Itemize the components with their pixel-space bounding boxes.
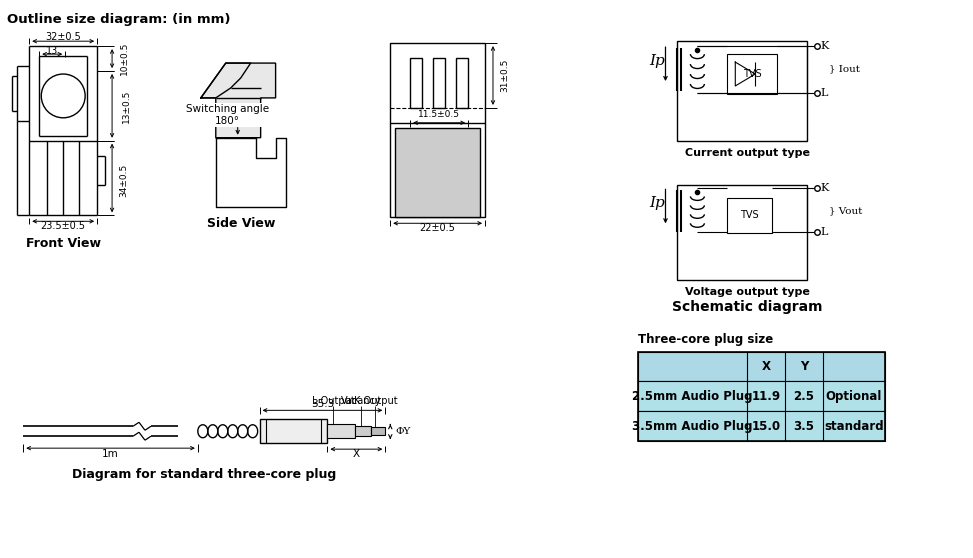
- Text: L: L: [820, 227, 827, 237]
- Text: 13±0.5: 13±0.5: [122, 89, 130, 123]
- Text: X: X: [353, 449, 360, 459]
- Bar: [390, 43, 485, 217]
- Text: } Vout: } Vout: [829, 206, 862, 215]
- Text: Ip: Ip: [650, 196, 666, 210]
- Bar: [677, 185, 807, 280]
- Bar: [677, 41, 807, 141]
- Text: Ip: Ip: [650, 54, 666, 68]
- Text: Schematic diagram: Schematic diagram: [672, 300, 822, 314]
- Text: Current output type: Current output type: [685, 148, 810, 158]
- Bar: [637, 352, 884, 382]
- Text: K: K: [820, 184, 828, 194]
- Bar: [433, 58, 445, 108]
- Text: standard: standard: [824, 420, 883, 433]
- Text: K: K: [820, 41, 828, 51]
- Text: } Iout: } Iout: [829, 65, 860, 74]
- Text: 35.3: 35.3: [310, 400, 334, 410]
- Text: K Output: K Output: [353, 396, 397, 406]
- Text: Outline size diagram: (in mm): Outline size diagram: (in mm): [8, 13, 231, 26]
- Text: TVS: TVS: [739, 210, 759, 220]
- Bar: [355, 426, 372, 436]
- Text: 3.5: 3.5: [794, 420, 814, 433]
- Text: ΦY: ΦY: [395, 427, 411, 436]
- Text: 2.5: 2.5: [794, 390, 814, 403]
- Text: 15.0: 15.0: [751, 420, 780, 433]
- Text: 10±0.5: 10±0.5: [120, 41, 128, 75]
- Bar: [456, 58, 468, 108]
- Bar: [637, 382, 884, 411]
- Text: 2.5mm Audio Plug: 2.5mm Audio Plug: [632, 390, 753, 403]
- Text: TVS: TVS: [743, 69, 762, 79]
- Bar: [637, 352, 884, 441]
- Text: 31±0.5: 31±0.5: [500, 59, 510, 92]
- Text: Y: Y: [800, 360, 809, 373]
- Text: 34±0.5: 34±0.5: [120, 164, 128, 197]
- Bar: [727, 54, 777, 94]
- Text: L Output: L Output: [312, 396, 355, 406]
- Text: Switching angle
180°: Switching angle 180°: [186, 104, 270, 126]
- Text: Front View: Front View: [25, 237, 101, 250]
- Text: 13: 13: [46, 46, 58, 56]
- Bar: [372, 427, 385, 435]
- Text: 3.5mm Audio Plug: 3.5mm Audio Plug: [632, 420, 753, 433]
- Text: L: L: [820, 88, 827, 98]
- Text: 32±0.5: 32±0.5: [46, 32, 81, 42]
- Bar: [727, 199, 773, 233]
- Polygon shape: [200, 63, 275, 138]
- Bar: [395, 128, 480, 217]
- Bar: [411, 58, 422, 108]
- Text: Vacancy: Vacancy: [342, 396, 381, 406]
- Text: Three-core plug size: Three-core plug size: [637, 333, 773, 345]
- Bar: [637, 411, 884, 441]
- Text: X: X: [762, 360, 771, 373]
- Text: Side View: Side View: [206, 217, 275, 230]
- Text: Voltage output type: Voltage output type: [685, 287, 810, 297]
- Text: Diagram for standard three-core plug: Diagram for standard three-core plug: [72, 468, 336, 481]
- Bar: [260, 419, 328, 443]
- Bar: [328, 424, 355, 438]
- Text: Optional: Optional: [826, 390, 883, 403]
- Text: 11.9: 11.9: [751, 390, 780, 403]
- Text: 23.5±0.5: 23.5±0.5: [41, 222, 86, 231]
- Text: 22±0.5: 22±0.5: [419, 223, 455, 233]
- Text: 1m: 1m: [102, 449, 119, 459]
- Text: 11.5±0.5: 11.5±0.5: [418, 110, 460, 119]
